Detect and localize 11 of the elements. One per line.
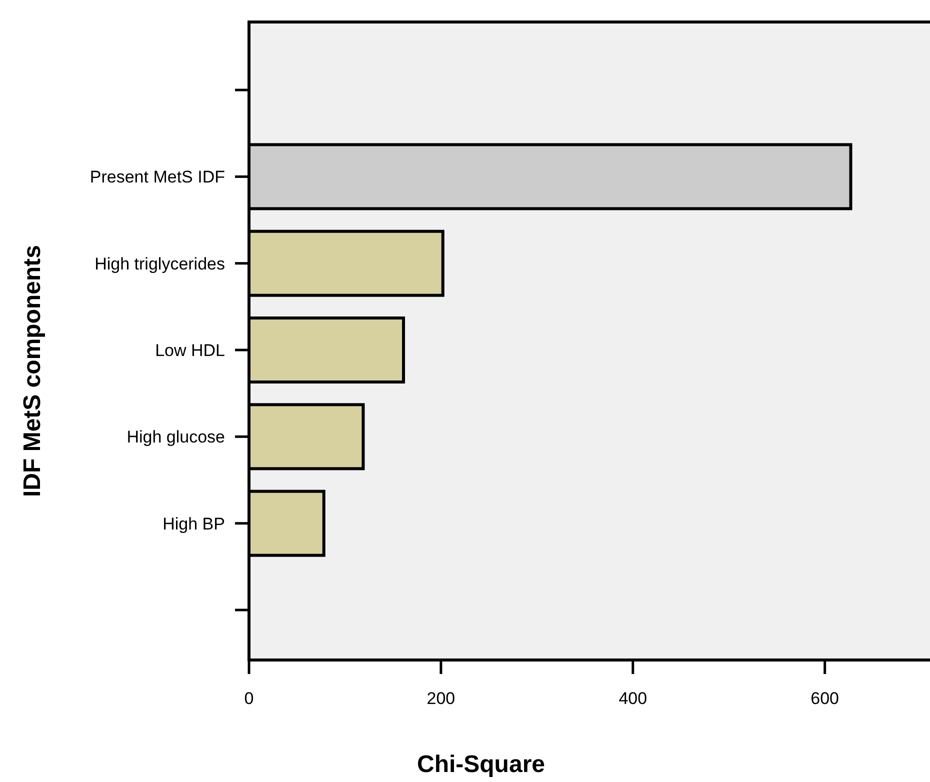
y-axis-title: IDF MetS components [19,244,46,498]
y-tick-label: High BP [162,514,225,534]
x-tick-label: 600 [810,689,840,708]
y-tick-label: Present MetS IDF [90,168,225,187]
x-tick-label: 400 [618,689,648,708]
x-tick-label: 200 [426,689,456,708]
y-tick-label: Low HDL [155,341,225,360]
y-tick-label: High triglycerides [94,254,225,274]
x-tick-label: 0 [244,689,254,708]
x-axis-title: Chi-Square [416,751,546,778]
y-tick-label: High glucose [126,428,225,447]
